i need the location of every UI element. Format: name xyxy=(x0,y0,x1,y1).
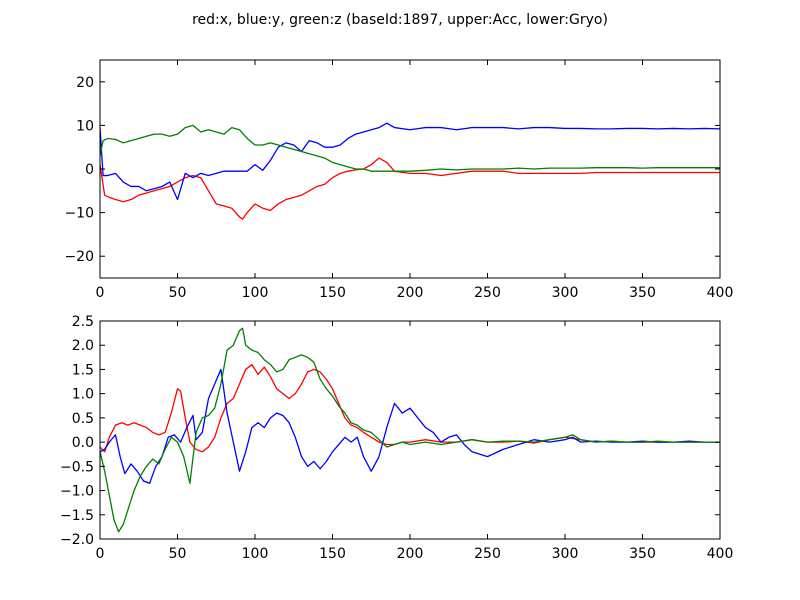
upper-x-tick-label: 100 xyxy=(242,285,269,301)
lower-gyroscope-axes: 0 50 100 150 200 250 300 350 400 −2.0 −1.5 −1.0 −0.5… xyxy=(60,314,733,562)
lower-y-tick-label: 0.0 xyxy=(72,435,94,451)
upper-y-tick-label: 20 xyxy=(76,75,94,91)
lower-y-tick-label: 1.5 xyxy=(72,362,94,378)
upper-x-tick-label: 300 xyxy=(552,285,579,301)
lower-y-tick-label: 2.5 xyxy=(72,314,94,330)
lower-x-tick-label: 400 xyxy=(707,546,734,562)
lower-y-tick-label: −0.5 xyxy=(60,459,94,475)
lower-y-tick-label: −1.5 xyxy=(60,508,94,524)
upper-x-tick-label: 0 xyxy=(96,285,105,301)
upper-series-y-line xyxy=(100,122,720,201)
lower-y-tick-label: 2.0 xyxy=(72,338,94,354)
upper-y-tick-label: −20 xyxy=(64,249,94,265)
lower-x-tick-label: 300 xyxy=(552,546,579,562)
lower-x-tick-label: 250 xyxy=(474,546,501,562)
lower-x-tick-label: 150 xyxy=(319,546,346,562)
lower-x-tick-label: 0 xyxy=(96,546,105,562)
lower-x-tick-label: 50 xyxy=(169,546,187,562)
upper-y-tick-label: 10 xyxy=(76,118,94,134)
lower-y-tick-label: −2.0 xyxy=(60,532,94,548)
upper-y-tick-label: −10 xyxy=(64,206,94,222)
upper-x-tick-label: 150 xyxy=(319,285,346,301)
upper-y-tick-label: 0 xyxy=(85,162,94,178)
lower-y-tick-label: 0.5 xyxy=(72,411,94,427)
lower-x-tick-label: 100 xyxy=(242,546,269,562)
lower-y-tick-label: 1.0 xyxy=(72,387,94,403)
upper-x-tick-label: 400 xyxy=(707,285,734,301)
lower-x-tick-label: 350 xyxy=(629,546,656,562)
lower-y-tick-label: −1.0 xyxy=(60,484,94,500)
upper-accelerometer-axes: 0 50 100 150 200 250 300 350 400 −20 −10 0 10 20 xyxy=(64,59,734,301)
upper-x-tick-label: 50 xyxy=(169,285,187,301)
upper-x-tick-label: 250 xyxy=(474,285,501,301)
upper-series-z-line xyxy=(100,124,720,172)
figure-title: red:x, blue:y, green:z (baseId:1897, upp… xyxy=(192,12,608,28)
lower-x-tick-label: 200 xyxy=(397,546,424,562)
upper-x-tick-label: 350 xyxy=(629,285,656,301)
lower-series-z-line xyxy=(100,327,720,533)
upper-x-tick-label: 200 xyxy=(397,285,424,301)
